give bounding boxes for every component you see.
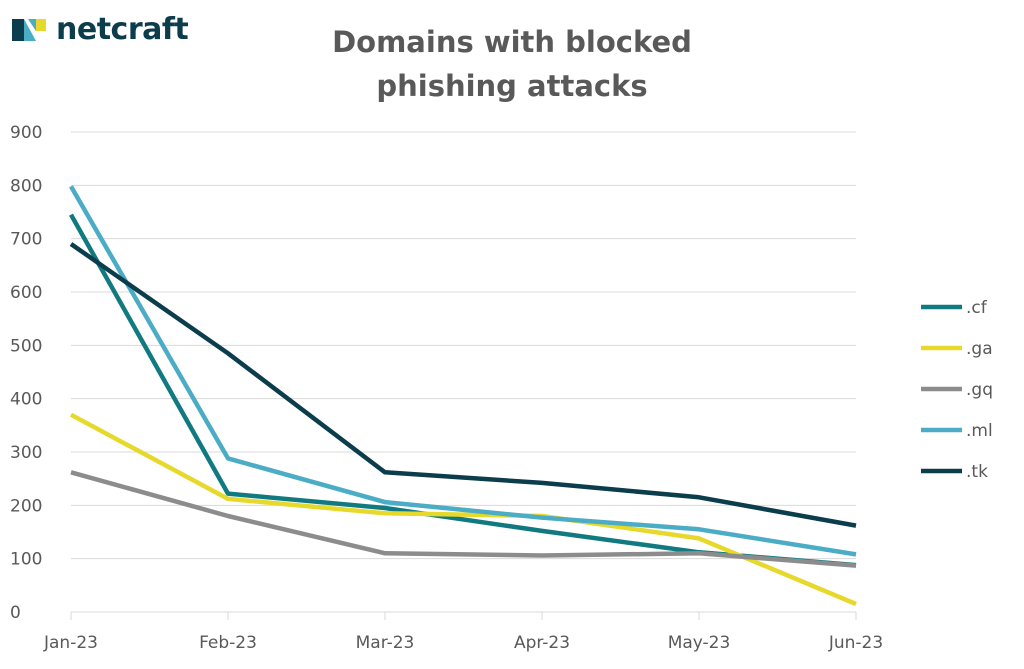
x-tick-label: Feb-23	[199, 633, 257, 653]
chart-title-line-2: phishing attacks	[376, 69, 648, 103]
gridlines	[71, 131, 856, 560]
series-line-tk	[69, 242, 857, 528]
x-tick-label: Jan-23	[43, 633, 98, 653]
y-tick-label: 500	[10, 336, 42, 356]
legend-label-gq: .gq	[966, 380, 993, 400]
series-line-gq	[70, 470, 857, 568]
x-tick-label: May-23	[668, 633, 731, 653]
x-tick-label: Jun-23	[828, 633, 883, 653]
legend: .cf .ga .gq .ml .tk	[921, 298, 993, 482]
chart-title-line-1: Domains with blocked	[332, 25, 692, 59]
netcraft-logo: netcraft	[10, 12, 189, 47]
y-tick-label: 700	[10, 230, 42, 250]
series-line-ml	[69, 185, 857, 557]
legend-label-ml: .ml	[966, 421, 993, 441]
y-tick-label: 0	[10, 603, 21, 623]
legend-label-ga: .ga	[966, 339, 993, 359]
legend-label-cf: .cf	[966, 298, 988, 318]
netcraft-logo-icon	[12, 18, 46, 41]
netcraft-logo-text: netcraft	[56, 12, 189, 47]
y-tick-label: 600	[10, 283, 42, 303]
x-tick-label: Apr-23	[514, 633, 570, 653]
x-tick-label: Mar-23	[356, 633, 415, 653]
y-tick-label: 800	[10, 176, 42, 196]
y-tick-label: 900	[10, 123, 42, 143]
series-lines	[69, 185, 857, 607]
y-tick-label: 400	[10, 390, 42, 410]
axes: 0 100 200 300 400 500 600 700 800 900 Jan-23 Feb-23…	[10, 123, 883, 653]
series-line-ga	[69, 412, 857, 607]
y-tick-label: 100	[10, 550, 42, 570]
legend-label-tk: .tk	[966, 462, 988, 482]
chart-title: Domains with blocked phishing attacks	[260, 20, 764, 108]
y-tick-label: 300	[10, 443, 42, 463]
y-tick-label: 200	[10, 496, 42, 516]
